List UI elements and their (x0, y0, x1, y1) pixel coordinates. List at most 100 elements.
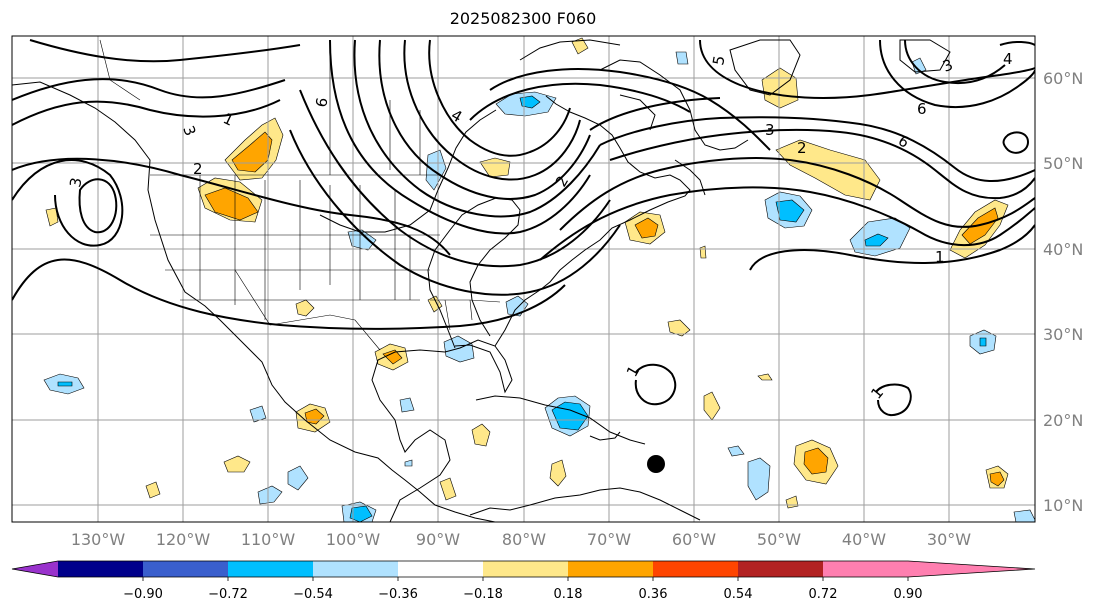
storm-center-marker (647, 455, 665, 473)
colorbar-segment (143, 561, 228, 577)
lat-label: 20°N (1043, 411, 1083, 430)
fill-positive (571, 37, 589, 55)
lon-label: 50°W (757, 530, 801, 549)
fill-negative (404, 459, 413, 467)
contour-label: 4 (1003, 50, 1013, 68)
colorbar-segment (398, 561, 483, 577)
fill-negative (911, 57, 927, 75)
lon-label: 130°W (71, 530, 126, 549)
colorbar-segment (228, 561, 313, 577)
contour-label: 3 (765, 121, 775, 139)
fill-negative (249, 405, 267, 423)
anomaly-fills (43, 37, 1035, 522)
coastlines (12, 39, 951, 522)
contour-label: 5 (709, 54, 728, 67)
fill-positive-strong (204, 187, 259, 221)
lat-label: 40°N (1043, 240, 1083, 259)
latitude-labels: 60°N 50°N 40°N 30°N 20°N 10°N (1043, 69, 1083, 515)
lat-label: 30°N (1043, 325, 1083, 344)
colorbar-tick-label: −0.54 (293, 587, 333, 602)
contour-label: 2 (193, 160, 203, 178)
fill-positive (549, 459, 567, 487)
colorbar-tick-label: −0.90 (123, 587, 163, 602)
fill-negative (747, 457, 771, 501)
fill-positive (439, 477, 457, 501)
lon-label: 80°W (502, 530, 546, 549)
fill-positive (699, 245, 707, 259)
colorbar-tick-label: 0.72 (809, 587, 838, 602)
colorbar-tick-label: 0.18 (554, 587, 583, 602)
lon-label: 40°W (842, 530, 886, 549)
colorbar-segment (483, 561, 568, 577)
contour-label: 2 (797, 139, 807, 157)
fill-positive (295, 299, 315, 317)
fill-positive (775, 139, 881, 201)
contour-label: 6 (312, 96, 331, 109)
contour-label: 3 (66, 176, 85, 189)
colorbar-underflow-arrow (12, 561, 58, 577)
colorbar-tick-label: −0.36 (378, 587, 418, 602)
colorbar-segment (568, 561, 653, 577)
fill-negative-strong (979, 337, 987, 347)
fill-positive (145, 481, 161, 499)
contour-label: 6 (917, 100, 927, 118)
contour-label: 2 (552, 173, 572, 190)
fill-negative-strong (864, 233, 889, 247)
fill-negative-strong (551, 401, 589, 431)
fill-positive-strong (382, 349, 403, 365)
lon-label: 70°W (587, 530, 631, 549)
lat-label: 10°N (1043, 496, 1083, 515)
longitude-labels: 130°W 120°W 110°W 100°W 90°W 80°W 70°W 6… (71, 530, 971, 549)
fill-positive (45, 207, 59, 227)
lon-label: 60°W (672, 530, 716, 549)
colorbar-segment (738, 561, 823, 577)
colorbar: −0.90 −0.72 −0.54 −0.36 −0.18 0.18 0.36 … (11, 560, 1036, 602)
colorbar-segment (653, 561, 738, 577)
fill-negative (1013, 509, 1035, 522)
fill-negative (425, 149, 447, 191)
fill-negative (399, 397, 415, 413)
fill-positive (703, 391, 721, 421)
colorbar-segment (823, 561, 908, 577)
fill-positive (223, 455, 251, 473)
fill-positive (757, 373, 773, 381)
fill-negative-strong (57, 381, 73, 387)
lat-label: 60°N (1043, 69, 1083, 88)
colorbar-ticks (142, 577, 909, 581)
fill-positive (785, 495, 799, 509)
lon-label: 30°W (927, 530, 971, 549)
fill-positive (667, 319, 691, 337)
lat-label: 50°N (1043, 154, 1083, 173)
colorbar-outline (11, 560, 1036, 578)
colorbar-tick-label: −0.72 (208, 587, 248, 602)
fill-negative (287, 465, 309, 491)
colorbar-overflow-arrow (908, 561, 1035, 577)
contour-label: 3 (179, 123, 199, 138)
fill-negative-strong (349, 505, 373, 522)
contour-label: 1 (935, 248, 945, 266)
map-frame (11, 35, 1036, 523)
political-borders (99, 39, 501, 351)
colorbar-segment (313, 561, 398, 577)
fill-negative (675, 51, 689, 65)
contour-label: 1 (220, 109, 236, 129)
fill-positive-strong (803, 447, 829, 475)
contour-label: 4 (448, 106, 465, 126)
fill-negative (727, 445, 745, 457)
colorbar-segment (58, 561, 143, 577)
colorbar-tick-label: −0.18 (463, 587, 503, 602)
colorbar-tick-label: 0.54 (724, 587, 753, 602)
colorbar-tick-label: 0.36 (639, 587, 668, 602)
lon-label: 100°W (326, 530, 381, 549)
lon-label: 110°W (241, 530, 296, 549)
fill-negative (443, 335, 475, 363)
fill-positive-strong (231, 131, 273, 173)
contour-label: 1 (623, 363, 643, 380)
contour-label: 3 (940, 56, 955, 76)
lon-label: 90°W (416, 530, 460, 549)
fill-negative (257, 485, 283, 505)
fill-positive (471, 423, 491, 447)
lon-label: 120°W (156, 530, 211, 549)
fill-negative-strong (519, 95, 541, 109)
